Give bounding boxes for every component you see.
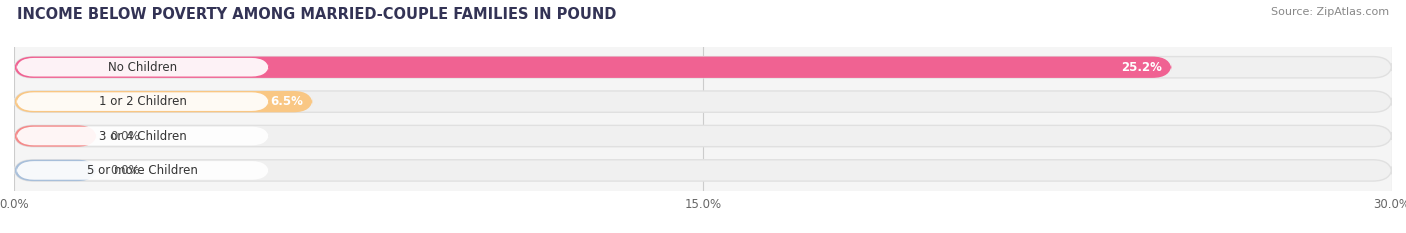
Text: 25.2%: 25.2%	[1122, 61, 1163, 74]
FancyBboxPatch shape	[14, 125, 97, 147]
FancyBboxPatch shape	[14, 91, 1392, 112]
Text: 0.0%: 0.0%	[111, 164, 141, 177]
FancyBboxPatch shape	[14, 91, 312, 112]
Text: 6.5%: 6.5%	[270, 95, 304, 108]
FancyBboxPatch shape	[17, 127, 269, 145]
Text: 3 or 4 Children: 3 or 4 Children	[98, 130, 187, 143]
FancyBboxPatch shape	[14, 160, 97, 181]
FancyBboxPatch shape	[14, 160, 1392, 181]
FancyBboxPatch shape	[14, 57, 1171, 78]
Text: Source: ZipAtlas.com: Source: ZipAtlas.com	[1271, 7, 1389, 17]
Text: No Children: No Children	[108, 61, 177, 74]
FancyBboxPatch shape	[17, 92, 269, 111]
Text: 5 or more Children: 5 or more Children	[87, 164, 198, 177]
FancyBboxPatch shape	[14, 125, 1392, 147]
FancyBboxPatch shape	[14, 57, 1392, 78]
FancyBboxPatch shape	[17, 161, 269, 180]
Text: INCOME BELOW POVERTY AMONG MARRIED-COUPLE FAMILIES IN POUND: INCOME BELOW POVERTY AMONG MARRIED-COUPL…	[17, 7, 616, 22]
Text: 1 or 2 Children: 1 or 2 Children	[98, 95, 187, 108]
Text: 0.0%: 0.0%	[111, 130, 141, 143]
FancyBboxPatch shape	[17, 58, 269, 76]
